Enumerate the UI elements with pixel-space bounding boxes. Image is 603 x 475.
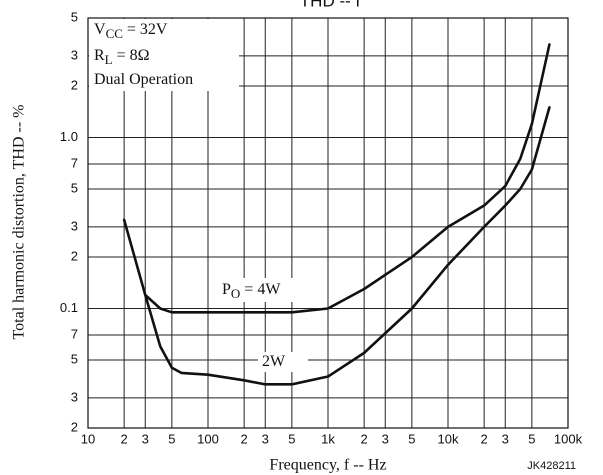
y-tick-label: 7 (71, 155, 78, 170)
y-tick-label: 5 (71, 9, 78, 24)
annotation: VCC = 32V (94, 21, 168, 41)
y-tick-label: 0.1 (60, 300, 78, 315)
label-bg (218, 278, 306, 302)
data-line (143, 106, 551, 386)
x-tick-label: 3 (382, 431, 389, 446)
x-tick-label: 1k (321, 431, 335, 446)
figure-code: JK428211 (527, 460, 576, 472)
x-tick-label: 2 (481, 431, 488, 446)
plot-frame (87, 17, 569, 429)
annotation-subscript: O (231, 286, 240, 301)
y-tick-label: 2 (71, 419, 78, 434)
y-tick-label: 5 (71, 351, 78, 366)
y-axis-label: Total harmonic distortion, THD -- % (11, 105, 28, 340)
data-line (122, 43, 551, 314)
y-tick-label: 3 (71, 218, 78, 233)
annotation-text: V (94, 21, 106, 38)
annotation-text: Dual Operation (94, 71, 193, 88)
x-tick-label: 3 (262, 431, 269, 446)
x-tick-label: 3 (502, 431, 509, 446)
annotation-text: R (94, 47, 105, 64)
x-tick-label: 2 (121, 431, 128, 446)
annotation: Dual Operation (94, 71, 193, 88)
label-bg (258, 352, 308, 372)
chart-title: THD -- f (300, 0, 361, 10)
annotation: 2W (262, 353, 286, 370)
y-tick-label: 2 (71, 77, 78, 92)
annotation: RL = 8Ω (94, 47, 150, 67)
x-tick-label: 10 (81, 431, 95, 446)
x-tick-label: 5 (528, 431, 535, 446)
annotation: PO = 4W (222, 281, 281, 301)
x-tick-label: 100 (197, 431, 219, 446)
y-tick-label: 5 (71, 180, 78, 195)
x-tick-label: 5 (168, 431, 175, 446)
annotation-text: 2W (262, 353, 286, 370)
y-tick-label: 2 (71, 248, 78, 263)
x-tick-label: 3 (142, 431, 149, 446)
y-tick-label: 3 (71, 389, 78, 404)
x-tick-label: 5 (288, 431, 295, 446)
annotation-text: = 4W (240, 281, 281, 298)
x-tick-label: 5 (408, 431, 415, 446)
annotation-text: P (222, 281, 231, 298)
x-tick-label: 2 (361, 431, 368, 446)
x-tick-label: 10k (438, 431, 459, 446)
x-axis-label: Frequency, f -- Hz (269, 457, 386, 474)
legend-box (89, 19, 239, 91)
y-tick-label: 7 (71, 326, 78, 341)
y-tick-label: 3 (71, 47, 78, 62)
annotation-subscript: CC (106, 26, 123, 41)
x-tick-label: 100k (554, 431, 583, 446)
annotation-text: = 8Ω (113, 47, 150, 64)
x-tick-label: 2 (241, 431, 248, 446)
annotation-text: = 32V (123, 21, 168, 38)
annotation-subscript: L (105, 52, 113, 67)
y-tick-label: 1.0 (60, 129, 78, 144)
